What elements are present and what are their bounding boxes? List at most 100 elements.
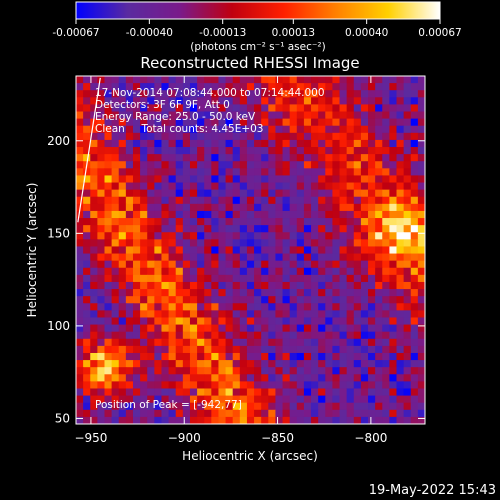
heatmap-cell <box>83 139 91 148</box>
heatmap-cell <box>147 274 155 283</box>
heatmap-cell <box>225 111 234 120</box>
heatmap-cell <box>204 360 212 368</box>
heatmap-cell <box>140 345 148 354</box>
info-line-clean: Clean Total counts: 4.45E+03 <box>95 123 264 135</box>
heatmap-cell <box>311 210 319 219</box>
heatmap-cell <box>339 210 348 219</box>
heatmap-cell <box>382 402 390 411</box>
heatmap-cell <box>296 310 305 318</box>
heatmap-cell <box>111 125 120 134</box>
heatmap-cell <box>289 352 298 361</box>
heatmap-cell <box>204 395 212 404</box>
heatmap-cell <box>175 303 184 311</box>
heatmap-cell <box>375 90 383 98</box>
heatmap-cell <box>239 360 248 368</box>
heatmap-cell <box>382 168 390 176</box>
heatmap-cell <box>189 161 198 169</box>
heatmap-cell <box>261 338 269 347</box>
heatmap-cell <box>90 267 98 276</box>
heatmap-cell <box>218 97 227 105</box>
heatmap-cell <box>76 345 84 354</box>
heatmap-cell <box>289 416 298 424</box>
heatmap-cell <box>147 232 155 240</box>
colorbar-tick-label: 0.00040 <box>345 27 388 39</box>
heatmap-cell <box>296 253 305 262</box>
heatmap-cell <box>239 225 248 233</box>
heatmap-cell <box>189 253 198 262</box>
heatmap-cell <box>90 381 98 389</box>
heatmap-cell <box>218 111 227 120</box>
heatmap-cell <box>232 352 241 361</box>
heatmap-cell <box>111 360 120 368</box>
heatmap-cell <box>389 76 398 84</box>
heatmap-cell <box>132 97 141 105</box>
heatmap-cell <box>396 210 405 219</box>
heatmap-cell <box>104 239 113 247</box>
heatmap-cell <box>254 260 262 269</box>
heatmap-cell <box>211 324 219 333</box>
heatmap-cell <box>204 232 212 240</box>
heatmap-cell <box>396 104 405 113</box>
heatmap-cell <box>410 374 419 382</box>
heatmap-cell <box>296 402 305 411</box>
heatmap-cell <box>161 104 170 113</box>
heatmap-cell <box>332 260 341 269</box>
heatmap-cell <box>182 246 191 255</box>
heatmap-cell <box>325 416 333 424</box>
heatmap-cell <box>218 83 227 91</box>
heatmap-cell <box>282 111 291 120</box>
heatmap-cell <box>254 388 262 397</box>
heatmap-cell <box>311 324 319 333</box>
heatmap-cell <box>111 210 120 219</box>
heatmap-cell <box>289 90 298 98</box>
heatmap-cell <box>346 147 355 155</box>
heatmap-cell <box>261 310 269 318</box>
heatmap-cell <box>239 104 248 113</box>
heatmap-cell <box>268 381 276 389</box>
heatmap-cell <box>403 168 412 176</box>
heatmap-cell <box>282 253 291 262</box>
heatmap-cell <box>225 203 234 212</box>
heatmap-cell <box>175 104 184 113</box>
heatmap-cell <box>360 367 369 375</box>
heatmap-cell <box>417 416 425 424</box>
heatmap-cell <box>154 232 162 240</box>
heatmap-cell <box>389 402 398 411</box>
heatmap-cell <box>403 331 412 340</box>
heatmap-cell <box>97 239 105 247</box>
heatmap-cell <box>140 310 148 318</box>
heatmap-cell <box>303 111 312 120</box>
heatmap-cell <box>375 374 383 382</box>
heatmap-cell <box>396 345 405 354</box>
heatmap-cell <box>204 218 212 226</box>
heatmap-cell <box>325 76 333 84</box>
heatmap-cell <box>368 125 376 134</box>
heatmap-cell <box>261 381 269 389</box>
heatmap-cell <box>289 338 298 347</box>
heatmap-cell <box>268 182 276 191</box>
heatmap-cell <box>396 246 405 255</box>
heatmap-cell <box>218 281 227 290</box>
heatmap-cell <box>417 331 425 340</box>
heatmap-cell <box>303 267 312 276</box>
heatmap-cell <box>90 239 98 247</box>
heatmap-cell <box>289 111 298 120</box>
heatmap-cell <box>189 303 198 311</box>
heatmap-cell <box>296 260 305 269</box>
heatmap-cell <box>368 289 376 297</box>
heatmap-cell <box>111 324 120 333</box>
heatmap-cell <box>268 324 276 333</box>
heatmap-cell <box>382 218 390 226</box>
heatmap-cell <box>154 132 162 141</box>
heatmap-cell <box>90 246 98 255</box>
heatmap-cell <box>140 388 148 397</box>
heatmap-cell <box>225 189 234 198</box>
heatmap-cell <box>410 310 419 318</box>
heatmap-cell <box>353 139 362 148</box>
heatmap-cell <box>225 76 234 84</box>
heatmap-cell <box>403 118 412 127</box>
heatmap-cell <box>375 139 383 148</box>
heatmap-cell <box>303 203 312 212</box>
heatmap-cell <box>104 281 113 290</box>
heatmap-cell <box>140 360 148 368</box>
